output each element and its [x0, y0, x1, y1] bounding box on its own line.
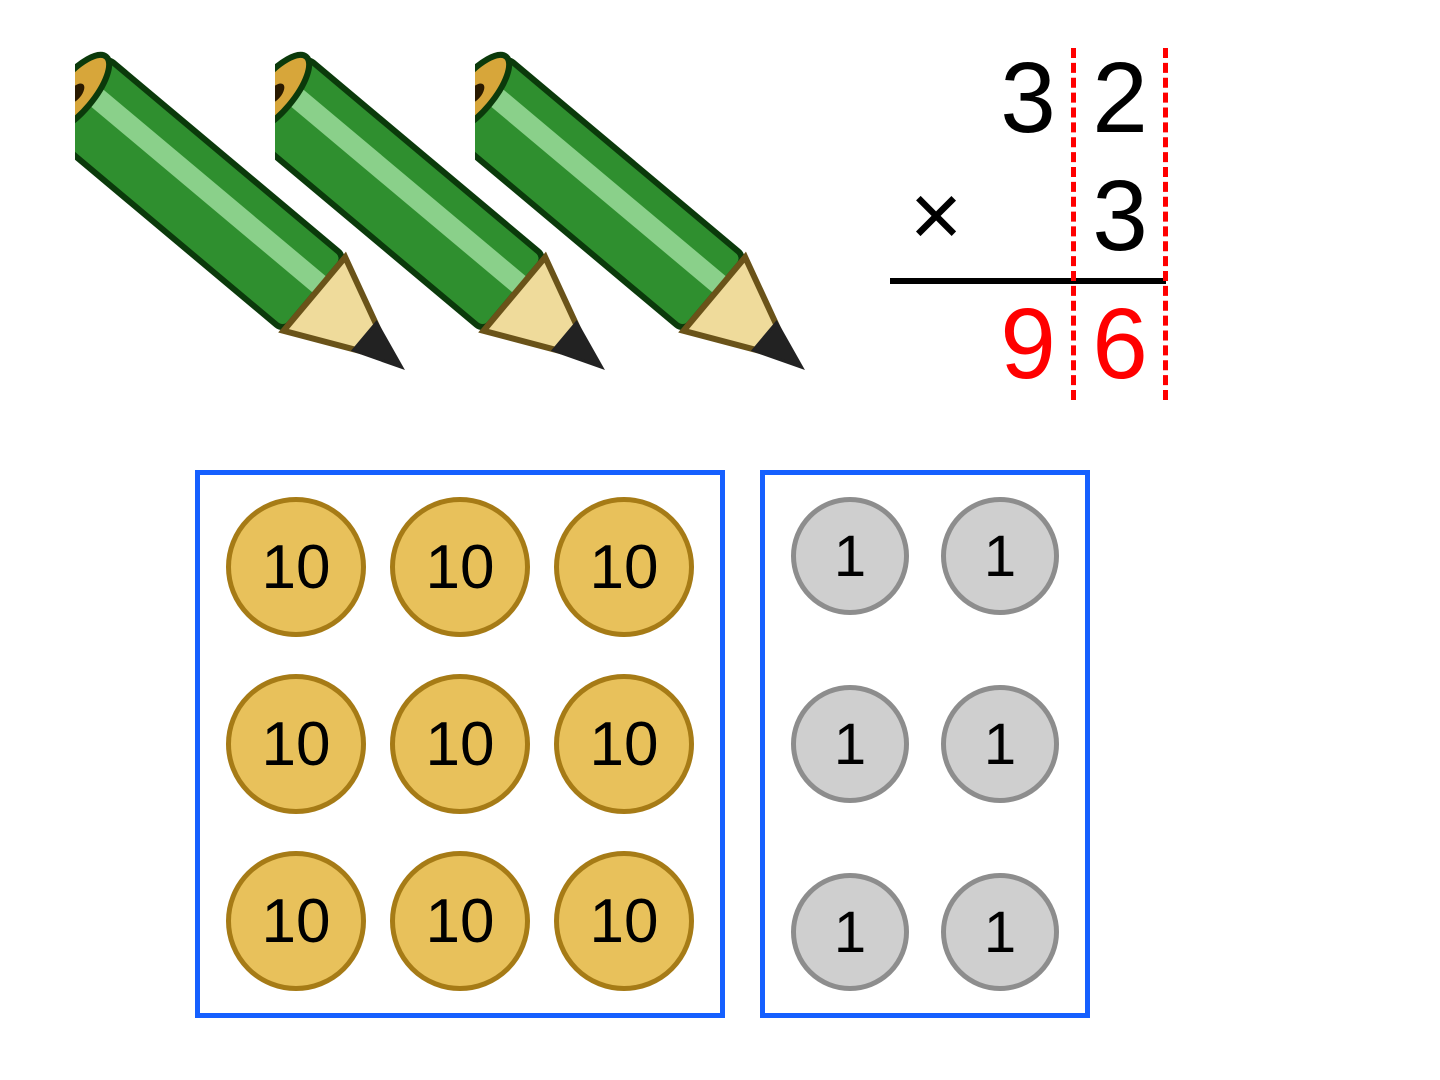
ones-counter: 1 — [941, 497, 1059, 615]
tens-counters-box: 101010101010101010 — [195, 470, 725, 1018]
tens-counter: 10 — [390, 674, 530, 814]
tens-counter: 10 — [226, 497, 366, 637]
result-ones-digit: 6 — [1074, 294, 1166, 406]
ones-counters-box: 111111 — [760, 470, 1090, 1018]
ones-counter: 1 — [941, 873, 1059, 991]
ones-counter: 1 — [791, 873, 909, 991]
result-tens-digit: 9 — [982, 294, 1074, 406]
top-tens-digit: 3 — [982, 48, 1074, 160]
blank-cell — [890, 294, 982, 406]
ones-counter: 1 — [941, 685, 1059, 803]
tens-counter: 10 — [390, 851, 530, 991]
tens-counter: 10 — [554, 497, 694, 637]
ones-counter: 1 — [791, 685, 909, 803]
second-ones-digit: 3 — [1074, 166, 1166, 266]
tens-counter: 10 — [226, 674, 366, 814]
top-ones-digit: 2 — [1074, 48, 1166, 160]
multiplication-problem: 3 2 × 3 9 6 — [890, 48, 1166, 406]
pencil-3 — [475, 30, 825, 450]
tens-counter: 10 — [226, 851, 366, 991]
tens-counter: 10 — [554, 674, 694, 814]
tens-counter: 10 — [554, 851, 694, 991]
place-value-guide-ones-left — [1071, 48, 1076, 400]
place-value-guide-ones-right — [1163, 48, 1168, 400]
blank-cell — [890, 48, 982, 160]
equals-line — [890, 278, 1166, 284]
multiply-sign: × — [890, 171, 982, 261]
tens-counter: 10 — [390, 497, 530, 637]
ones-counter: 1 — [791, 497, 909, 615]
